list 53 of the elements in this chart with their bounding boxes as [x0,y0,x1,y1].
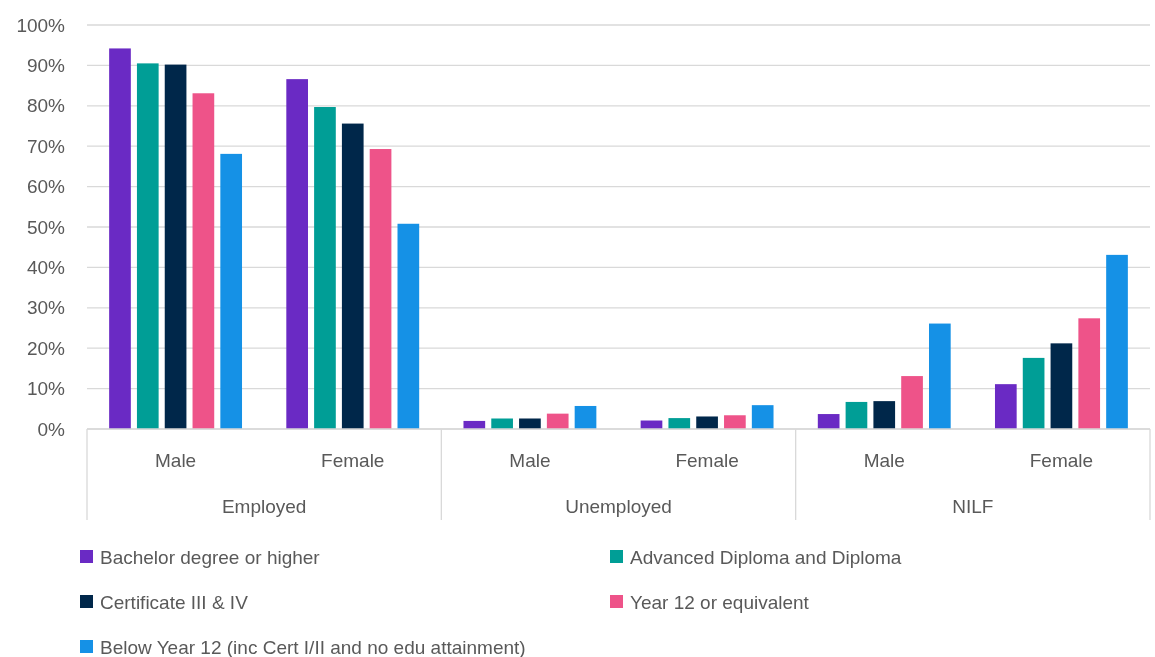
text: Unemployed [565,496,672,517]
x-tick-label: Female [675,450,739,471]
y-tick-label: 80% [26,95,66,117]
bar [369,149,392,429]
bar [574,405,597,429]
bar [1022,357,1045,429]
legend-label: Year 12 or equivalent [630,591,810,613]
bar [696,416,718,429]
bar [341,123,364,429]
y-tick-label: 40% [26,257,66,279]
bar [845,401,868,429]
x-tick-label: Female [321,450,385,471]
x-tick-label: Female [1029,450,1094,471]
legend-label: Below Year 12 (inc Cert I/II and no edu attainment) [100,636,526,657]
y-tick-label: 50% [26,216,66,238]
x-tick-label: Male [863,450,905,471]
bar [109,48,131,429]
legend-label: Bachelor degree or higher [100,546,321,568]
bar [724,415,746,429]
bar [1078,318,1101,429]
y-tick-label: 0% [37,418,66,440]
bar [751,405,774,429]
bar [136,63,159,429]
bar [491,418,513,429]
bar [873,401,896,429]
x-tick-label: Male [154,450,197,471]
bar [668,418,691,429]
bar [817,414,840,429]
legend-label: Certificate III & IV [100,591,249,613]
bar [1050,343,1073,429]
bar [546,413,569,429]
y-tick-label: 30% [26,297,66,319]
bar [192,93,215,429]
bar [314,107,336,429]
y-tick-label: 20% [26,337,66,359]
y-tick-label: 90% [26,55,66,77]
text: Employed [221,496,307,517]
bar [220,153,243,429]
bar [286,79,308,429]
legend-label: Advanced Diploma and Diploma [630,546,902,568]
y-tick-label: 100% [16,14,66,36]
bar [929,323,951,429]
y-tick-label: 60% [26,176,66,198]
text: NILF [952,496,994,517]
bar [1106,254,1128,429]
bar [994,384,1017,429]
bar [397,223,420,429]
bar [901,376,923,429]
x-tick-label: Male [509,450,551,471]
y-tick-label: 10% [26,378,66,400]
bar [519,418,541,429]
y-tick-label: 70% [26,135,66,157]
bar [164,64,187,429]
